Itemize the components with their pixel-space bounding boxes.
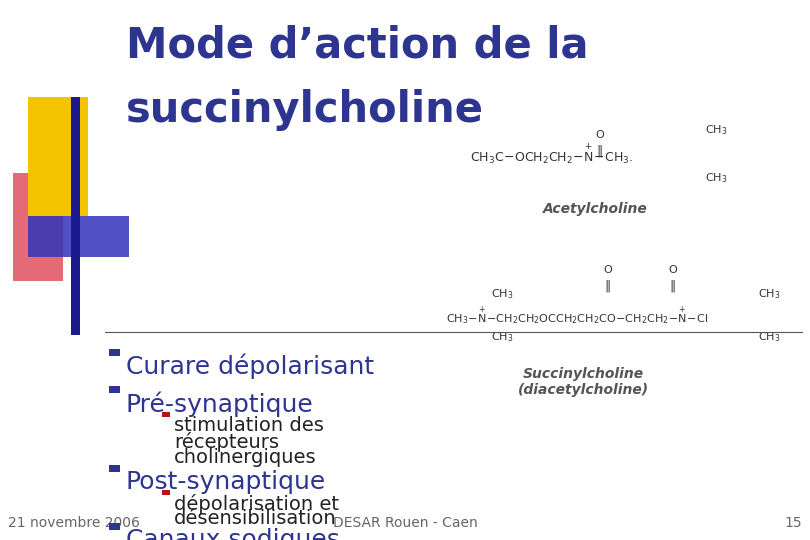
- Bar: [162, 490, 170, 495]
- Bar: [109, 523, 120, 530]
- Text: $\rm CH_3C\!-\!OCH_2CH_2\!-\!\overset{+}{N}\!-\!CH_3.$: $\rm CH_3C\!-\!OCH_2CH_2\!-\!\overset{+}…: [470, 142, 633, 166]
- Bar: [162, 412, 170, 417]
- Text: $\rm CH_3$: $\rm CH_3$: [758, 330, 781, 345]
- Text: $\rm CH_3$: $\rm CH_3$: [491, 330, 514, 345]
- Text: $\rm CH_3$: $\rm CH_3$: [705, 123, 727, 137]
- Text: dépolarisation et: dépolarisation et: [174, 494, 339, 514]
- Text: $\rm CH_3$: $\rm CH_3$: [705, 171, 727, 185]
- Text: Curare dépolarisant: Curare dépolarisant: [126, 354, 373, 379]
- Text: cholinergiques: cholinergiques: [174, 448, 317, 467]
- Text: désensibilisation: désensibilisation: [174, 509, 337, 528]
- Text: Canaux sodiques: Canaux sodiques: [126, 528, 339, 540]
- Bar: [109, 387, 120, 393]
- Text: 15: 15: [784, 516, 802, 530]
- Text: Mode d’action de la: Mode d’action de la: [126, 24, 588, 66]
- Text: $\rm CH_3$: $\rm CH_3$: [491, 287, 514, 301]
- Text: $\rm CH_3\!-\!\overset{+}{N}\!-\!CH_2CH_2OCCH_2CH_2CO\!-\!CH_2CH_2\!-\!\overset{: $\rm CH_3\!-\!\overset{+}{N}\!-\!CH_2CH_…: [446, 305, 708, 327]
- Bar: [71, 97, 80, 335]
- Text: stimulation des: stimulation des: [174, 416, 324, 435]
- Bar: [28, 216, 129, 256]
- Text: Succinylcholine
(diacetylcholine): Succinylcholine (diacetylcholine): [518, 367, 649, 397]
- Text: $\rm CH_3$: $\rm CH_3$: [758, 287, 781, 301]
- Bar: [109, 464, 120, 472]
- Bar: [109, 349, 120, 355]
- Bar: [13, 173, 63, 281]
- Text: $\Vert$: $\Vert$: [604, 278, 611, 294]
- Text: $\Vert$: $\Vert$: [596, 143, 603, 159]
- Text: succinylcholine: succinylcholine: [126, 89, 484, 131]
- Bar: [28, 97, 88, 216]
- Text: Pré-synaptique: Pré-synaptique: [126, 392, 313, 417]
- Text: $\Vert$: $\Vert$: [669, 278, 676, 294]
- Text: O: O: [595, 130, 603, 140]
- Text: O: O: [668, 265, 676, 275]
- Text: récepteurs: récepteurs: [174, 432, 279, 452]
- Text: 21 novembre 2006: 21 novembre 2006: [8, 516, 140, 530]
- Text: Post-synaptique: Post-synaptique: [126, 470, 326, 494]
- Text: DESAR Rouen - Caen: DESAR Rouen - Caen: [333, 516, 477, 530]
- Text: Acetylcholine: Acetylcholine: [543, 202, 648, 217]
- Text: O: O: [603, 265, 612, 275]
